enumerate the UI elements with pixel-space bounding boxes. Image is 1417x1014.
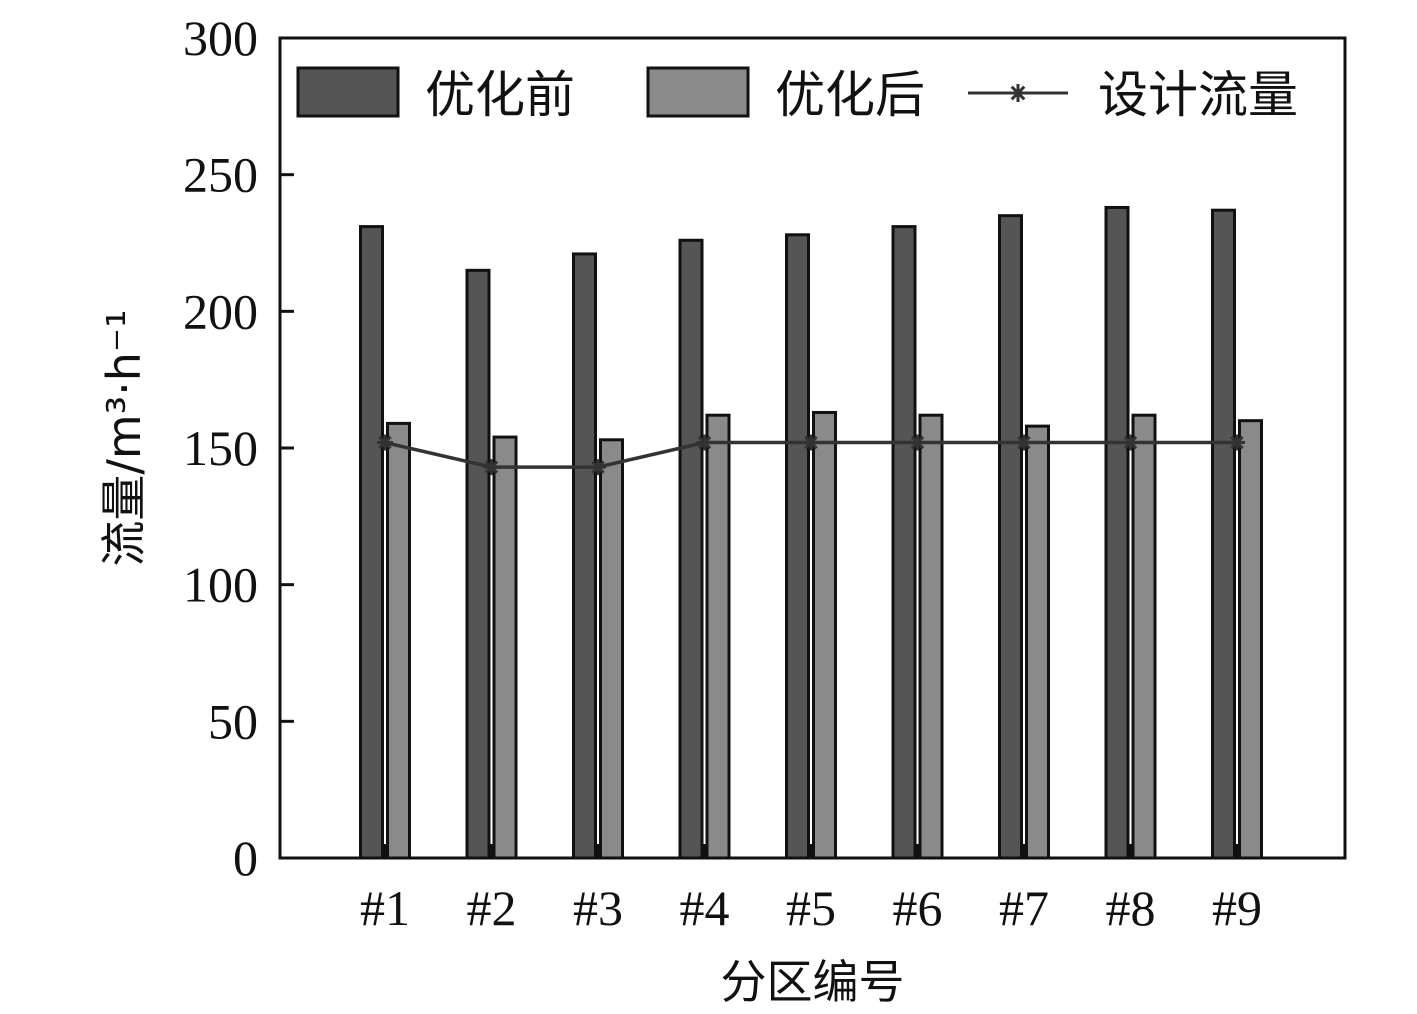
y-axis-label: 流量/m³·h⁻¹ <box>97 309 151 566</box>
legend-marker-design-flow <box>1009 84 1027 102</box>
x-tick-label: #6 <box>893 880 943 936</box>
bar-after-1 <box>386 421 411 860</box>
bar-before-4 <box>678 238 704 860</box>
y-tick-label: 100 <box>183 557 258 613</box>
legend: 优化前 优化后 设计流量 <box>296 66 1298 124</box>
design-flow-point-1 <box>377 434 393 451</box>
legend-swatch-after <box>646 66 750 118</box>
x-tick-label: #1 <box>360 880 410 936</box>
x-tick-label: #2 <box>467 880 517 936</box>
y-axis: 0 50 100 150 200 250 300 <box>183 10 294 886</box>
y-tick-label: 50 <box>208 693 258 749</box>
y-tick-label: 250 <box>183 147 258 203</box>
bar-after-6 <box>918 413 944 860</box>
design-flow-point-6 <box>909 434 926 451</box>
x-tick-label: #8 <box>1106 880 1156 936</box>
legend-label-after: 优化后 <box>775 66 925 124</box>
design-flow-point-8 <box>1122 434 1139 451</box>
x-tick-label: #5 <box>786 880 836 936</box>
legend-swatch-before <box>296 66 400 118</box>
bar-before-2 <box>465 268 491 860</box>
x-tick-label: #4 <box>680 880 730 936</box>
y-tick-label: 0 <box>233 830 258 886</box>
bar-after-5 <box>812 410 837 860</box>
legend-label-design-flow: 设计流量 <box>1098 66 1298 124</box>
bar-after-8 <box>1131 413 1157 860</box>
x-tick-label: #3 <box>573 880 623 936</box>
bar-after-3 <box>599 438 624 860</box>
bar-after-7 <box>1025 424 1050 860</box>
design-flow-point-2 <box>483 459 500 476</box>
bar-after-4 <box>705 413 731 860</box>
bar-before-3 <box>572 252 597 860</box>
bar-before-6 <box>891 225 917 860</box>
x-axis-label: 分区编号 <box>721 955 905 1009</box>
y-tick-label: 300 <box>183 10 258 66</box>
design-flow-point-9 <box>1229 434 1245 451</box>
design-flow-point-4 <box>696 434 713 451</box>
x-axis: #1 #2 #3 #4 #5 #6 #7 #8 #9 <box>360 880 1262 936</box>
design-flow-point-3 <box>590 459 606 476</box>
y-tick-label: 200 <box>183 283 258 339</box>
bar-before-1 <box>359 225 384 860</box>
bar-after-9 <box>1238 419 1263 860</box>
design-flow-point-7 <box>1016 434 1032 451</box>
x-tick-label: #9 <box>1212 880 1262 936</box>
x-tick-label: #7 <box>999 880 1049 936</box>
design-flow-line-layer <box>377 434 1245 476</box>
legend-label-before: 优化前 <box>425 66 575 124</box>
bar-before-8 <box>1104 205 1130 860</box>
bar-before-5 <box>785 233 810 860</box>
y-tick-label: 150 <box>183 420 258 476</box>
bars-layer <box>359 205 1263 860</box>
bar-after-2 <box>492 435 518 860</box>
design-flow-point-5 <box>803 434 819 451</box>
bar-before-7 <box>998 214 1023 860</box>
bar-before-9 <box>1211 208 1236 860</box>
